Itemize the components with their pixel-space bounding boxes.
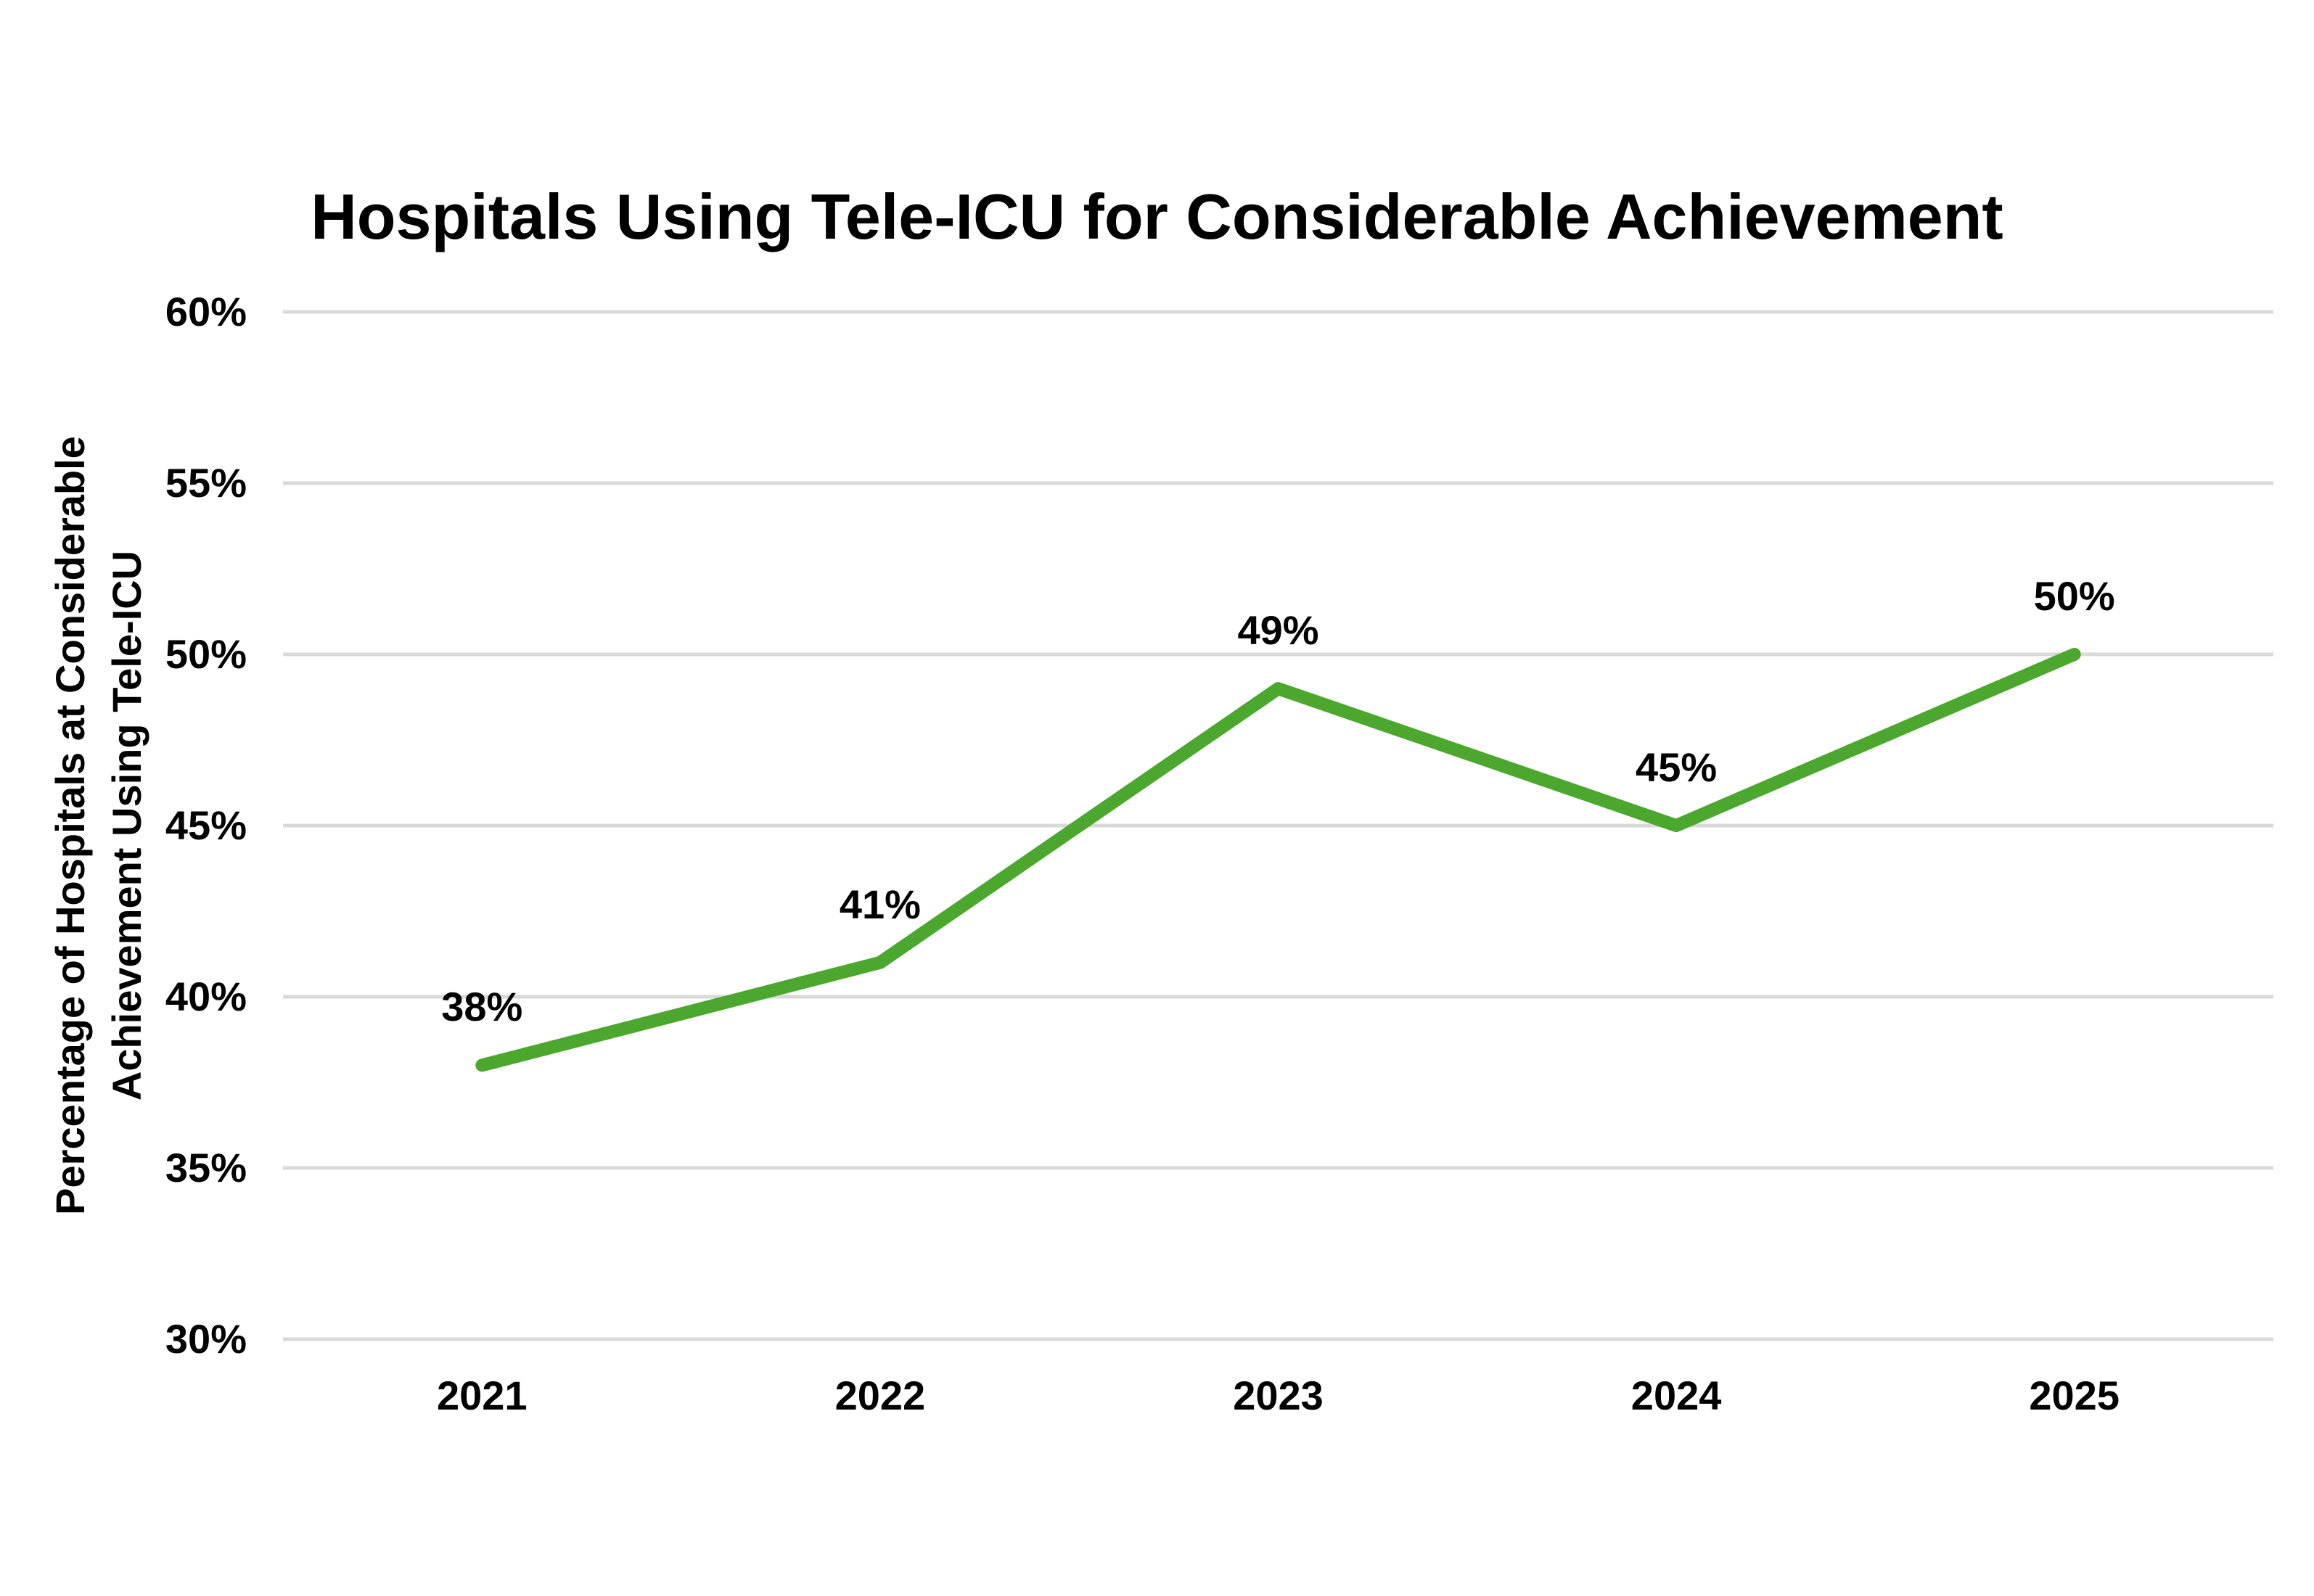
x-tick-label: 2021 <box>437 1373 528 1418</box>
y-tick-label: 30% <box>165 1316 247 1362</box>
data-label: 49% <box>1237 607 1319 654</box>
y-tick-label: 40% <box>165 974 247 1019</box>
x-tick-label: 2024 <box>1630 1373 1722 1418</box>
y-tick-label: 35% <box>165 1145 247 1190</box>
x-tick-label: 2023 <box>1233 1373 1324 1418</box>
x-tick-label: 2022 <box>834 1373 926 1418</box>
y-tick-label: 60% <box>165 289 247 334</box>
series-line <box>475 648 2081 1072</box>
data-label: 50% <box>2033 573 2115 619</box>
chart-title: Hospitals Using Tele-ICU for Considerabl… <box>311 181 2003 252</box>
y-tick-label: 55% <box>165 460 247 506</box>
x-tick-label: 2025 <box>2029 1373 2120 1418</box>
data-label: 41% <box>839 881 921 927</box>
data-label: 38% <box>441 984 523 1030</box>
y-tick-label: 50% <box>165 631 247 677</box>
data-label: 45% <box>1636 744 1718 790</box>
y-tick-label: 45% <box>165 802 247 848</box>
